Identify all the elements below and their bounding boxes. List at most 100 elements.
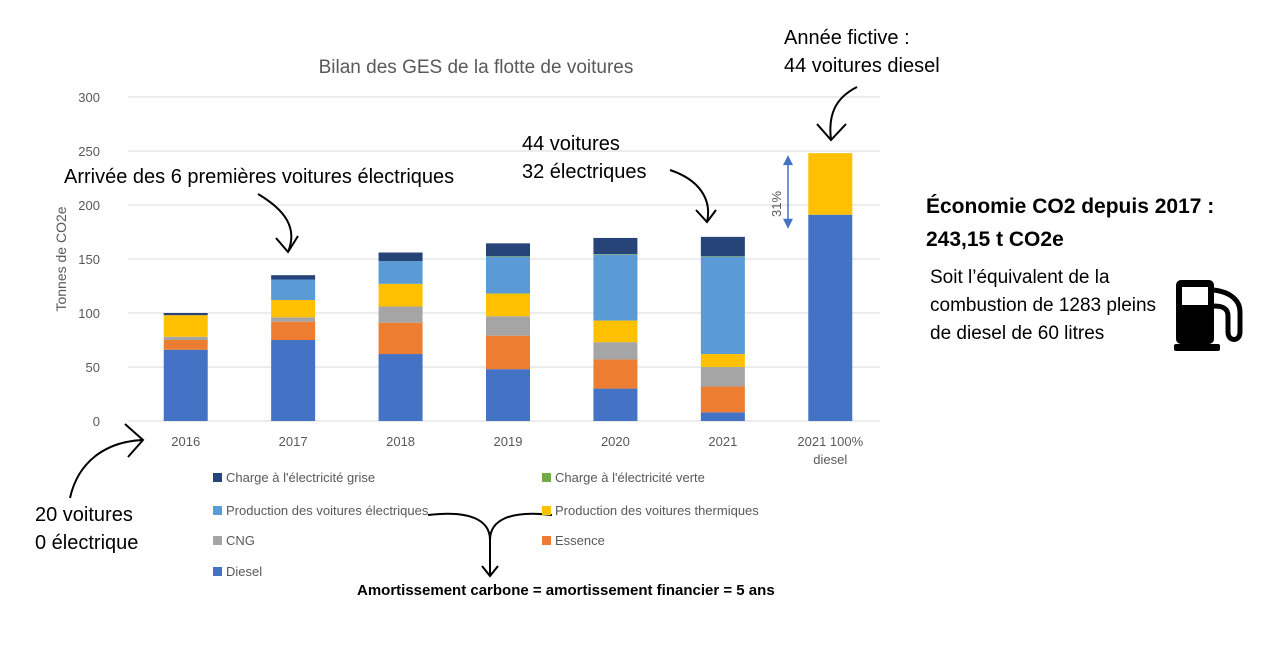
savings-equivalence-text: Soit l’équivalent de la combustion de 12… <box>930 267 1157 344</box>
x-tick-label: 2016 <box>171 434 200 449</box>
arrow-head-icon <box>481 565 499 578</box>
annotation-2016-fleet-count: 20 voitures <box>35 504 133 526</box>
legend-swatch <box>213 473 222 482</box>
bar-segment <box>593 388 638 421</box>
footer-note: Amortissement carbone = amortissement fi… <box>357 582 775 599</box>
legend-label: Diesel <box>226 564 263 579</box>
bar-segment <box>593 237 638 255</box>
bar-segment <box>271 321 316 340</box>
legend-item: Production des voitures thermiques <box>542 503 759 518</box>
legend-swatch <box>542 506 551 515</box>
bar-segment <box>700 236 745 257</box>
bar-segment <box>163 313 208 316</box>
legend-item: Diesel <box>213 564 262 579</box>
legend-label: Charge à l'électricité grise <box>226 470 376 485</box>
legend-item: Essence <box>542 533 605 548</box>
y-tick-label: 100 <box>78 306 100 321</box>
bar-stack <box>378 252 423 421</box>
legend-label: CNG <box>226 533 255 548</box>
bar-segment <box>163 336 208 340</box>
arrow-2016-icon <box>69 439 143 499</box>
bar-segment <box>486 256 530 294</box>
arrow-first-ev-icon <box>257 193 293 253</box>
bar-stack <box>808 153 853 421</box>
legend-item: CNG <box>213 533 255 548</box>
x-tick-label: 2018 <box>386 434 415 449</box>
x-tick-label: 2019 <box>494 434 523 449</box>
legend-label: Production des voitures thermiques <box>555 503 759 518</box>
bar-segment <box>700 256 745 355</box>
y-axis-title: Tonnes de CO2e <box>53 206 69 311</box>
y-tick-label: 0 <box>93 414 100 429</box>
legend-item: Charge à l'électricité grise <box>213 470 375 485</box>
annotation-arrows <box>69 86 858 578</box>
savings-title-line: Économie CO2 depuis 2017 : <box>926 195 1215 218</box>
legend-swatch <box>213 506 222 515</box>
bar-segment <box>271 279 316 301</box>
bar-segment <box>271 300 316 318</box>
bar-segment <box>378 283 423 307</box>
y-tick-label: 150 <box>78 252 100 267</box>
x-tick-label: diesel <box>813 452 847 467</box>
x-tick-label: 2021 <box>708 434 737 449</box>
y-axis-ticks: 0 50 100 150 200 250 300 <box>78 90 100 429</box>
bar-segment <box>593 359 638 389</box>
bar-segment <box>700 367 745 387</box>
bar-stack <box>593 237 638 421</box>
bar-segment <box>593 342 638 360</box>
annotation-2021-electric-count: 32 électriques <box>522 161 647 183</box>
bar-segment <box>163 349 208 421</box>
bar-segment <box>808 214 853 421</box>
annotation-2021-fleet-count: 44 voitures <box>522 133 620 155</box>
bar-segment <box>700 386 745 413</box>
bar-segment <box>486 243 530 257</box>
arrow-head-up-icon <box>783 155 793 166</box>
fuel-pump-icon <box>1174 280 1243 351</box>
legend-swatch <box>542 536 551 545</box>
bar-segment <box>486 293 530 317</box>
percent-arrow: 31% <box>769 155 793 229</box>
annotation-fictive-fleet: 44 voitures diesel <box>784 55 940 77</box>
bar-segment <box>378 322 423 355</box>
x-tick-label: 2021 100% <box>797 434 863 449</box>
x-tick-label: 2020 <box>601 434 630 449</box>
bar-segment <box>271 275 316 280</box>
arrow-head-down-icon <box>783 218 793 229</box>
gridlines <box>128 96 880 422</box>
bar-segment <box>163 340 208 350</box>
arrow-head-icon <box>816 123 847 142</box>
savings-amount: 243,15 t CO2e <box>926 228 1064 251</box>
legend-item: Production des voitures électriques <box>213 503 428 518</box>
bar-segment <box>486 335 530 370</box>
bar-segment <box>808 153 853 215</box>
bar-segment <box>593 254 638 321</box>
y-tick-label: 250 <box>78 144 100 159</box>
bar-segment <box>700 354 745 367</box>
x-tick-label: 2017 <box>279 434 308 449</box>
legend-label: Charge à l'électricité verte <box>555 470 705 485</box>
bar-segment <box>486 256 530 257</box>
annotation-fictive-year: Année fictive : <box>784 27 910 49</box>
bar-segment <box>700 412 745 421</box>
legend-label: Essence <box>555 533 605 548</box>
legend-swatch <box>542 473 551 482</box>
arrow-2021-icon <box>669 169 710 223</box>
bar-stack <box>271 275 316 421</box>
bar-segment <box>593 254 638 255</box>
legend-swatch <box>213 567 222 576</box>
savings-title: Économie CO2 depuis 2017 : 243,15 t CO2e <box>926 190 1276 256</box>
bar-segment <box>378 354 423 421</box>
arrow-head-icon <box>275 235 299 254</box>
bars <box>163 153 853 421</box>
arrow-fictive-icon <box>829 86 858 141</box>
y-tick-label: 200 <box>78 198 100 213</box>
bar-segment <box>163 315 208 337</box>
legend-item: Charge à l'électricité verte <box>542 470 705 485</box>
annotation-first-ev: Arrivée des 6 premières voitures électri… <box>64 166 455 188</box>
bar-segment <box>593 320 638 343</box>
bar-segment <box>486 369 530 421</box>
annotation-2016-electric-count: 0 électrique <box>35 532 139 554</box>
bar-segment <box>378 252 423 262</box>
bar-segment <box>271 317 316 322</box>
